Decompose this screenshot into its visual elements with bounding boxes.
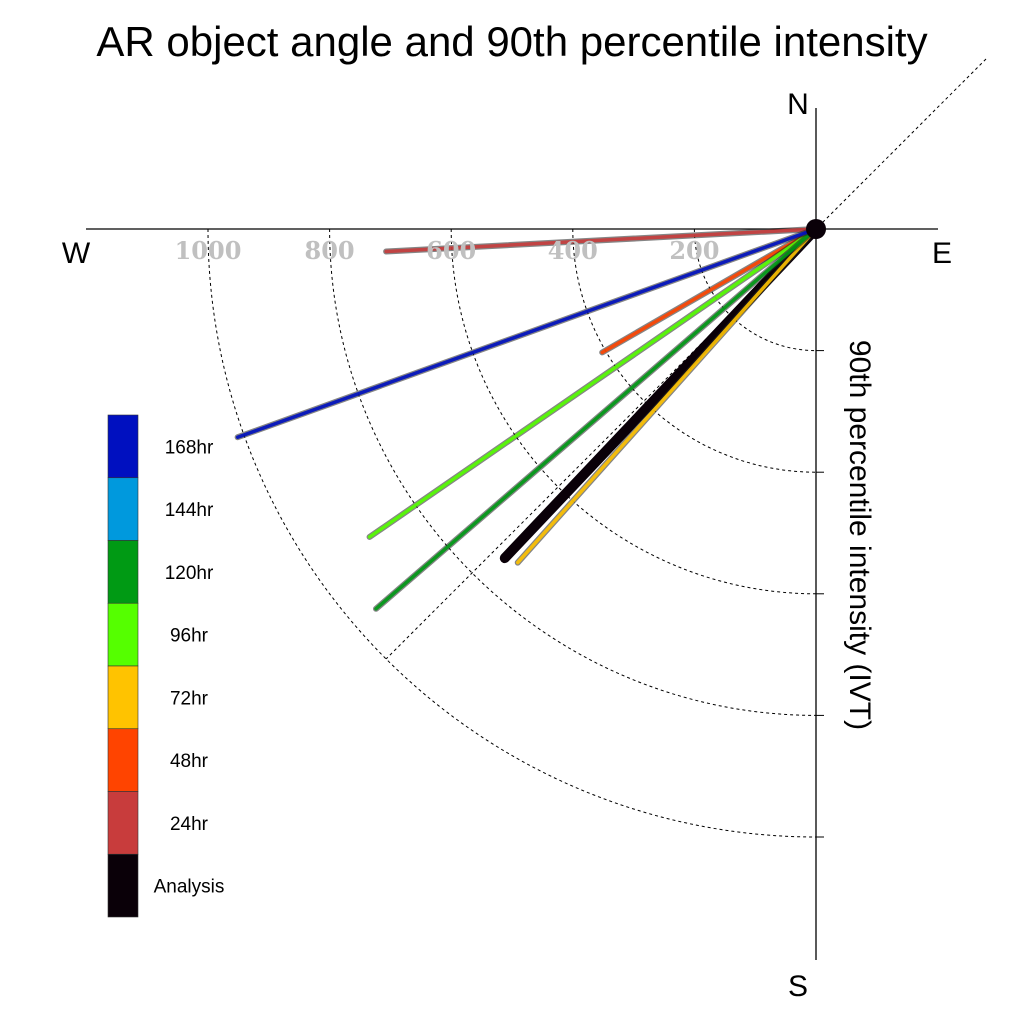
- legend-swatch-analysis: [107, 853, 139, 918]
- series-vector-120hr: [374, 227, 818, 611]
- series-168hr: [234, 226, 819, 441]
- legend-swatch-24hr: [107, 791, 139, 855]
- series-24hr: [383, 226, 819, 255]
- radial-axis-label: 90th percentile intensity (IVT): [843, 340, 876, 730]
- radial-tick-label-1000: 1000: [175, 236, 242, 265]
- grid-arc-400: [572, 228, 817, 473]
- series-vector-72hr: [515, 227, 818, 565]
- series-vector-168hr: [235, 227, 818, 439]
- legend-label-72hr: 72hr: [170, 688, 209, 709]
- legend-label-96hr: 96hr: [170, 626, 209, 647]
- compass-label-west: W: [62, 237, 91, 270]
- series-vector-96hr: [367, 227, 818, 539]
- legend-label-analysis: Analysis: [154, 877, 225, 898]
- legend-swatch-120hr: [107, 540, 139, 604]
- radial-tick-label-800: 800: [305, 236, 355, 265]
- grid-layer: [207, 58, 987, 838]
- legend-swatch-72hr: [107, 665, 139, 730]
- legend-label-24hr: 24hr: [170, 814, 209, 835]
- series-72hr: [514, 226, 819, 566]
- radial-tick-label-600: 600: [426, 236, 476, 265]
- radial-tick-label-400: 400: [548, 236, 598, 265]
- legend-label-48hr: 48hr: [170, 751, 209, 772]
- compass-label-south: S: [788, 970, 808, 1003]
- grid-arc-600: [450, 228, 817, 595]
- series-48hr: [599, 226, 819, 356]
- series-vector-48hr: [600, 227, 818, 355]
- series-120hr: [372, 226, 819, 612]
- grid-arc-800: [329, 228, 817, 716]
- legend-label-168hr: 168hr: [165, 437, 214, 458]
- radial-tick-label-200: 200: [669, 236, 719, 265]
- legend-swatch-144hr: [107, 477, 139, 541]
- compass-label-east: E: [932, 237, 952, 270]
- series-layer: [234, 219, 826, 612]
- chart-title: AR object angle and 90th percentile inte…: [96, 18, 927, 65]
- legend-swatch-48hr: [107, 728, 139, 792]
- legend-swatch-96hr: [107, 602, 139, 667]
- series-96hr: [366, 226, 819, 540]
- grid-arc-200: [693, 228, 817, 352]
- legend-label-144hr: 144hr: [165, 500, 214, 521]
- series-vector-24hr: [384, 227, 818, 254]
- labels-layer: 200 400 600 800 1000 N S E W 90th percentile inte…: [62, 88, 952, 1003]
- grid-arc-1000: [207, 228, 817, 838]
- legend: 168hr 144hr 120hr 96hr 72hr 48hr 24hr Analysis: [107, 414, 225, 918]
- origin-marker: [806, 219, 826, 239]
- legend-swatch-168hr: [107, 414, 139, 479]
- legend-label-120hr: 120hr: [165, 563, 214, 584]
- compass-label-north: N: [787, 88, 809, 121]
